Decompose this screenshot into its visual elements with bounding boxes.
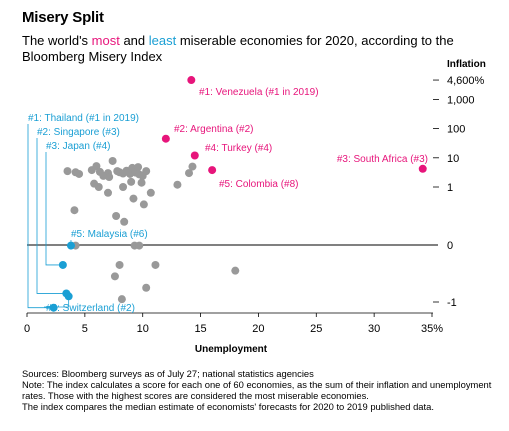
most-miserable-point xyxy=(208,166,217,175)
comparison-note: The index compares the median estimate o… xyxy=(22,401,434,412)
data-point xyxy=(63,167,72,176)
footnotes: Sources: Bloomberg surveys as of July 27… xyxy=(22,368,502,412)
y-tick-label: 1,000 xyxy=(447,94,475,106)
subtitle-least: least xyxy=(148,33,177,48)
x-axis-label: Unemployment xyxy=(195,344,268,355)
data-point xyxy=(120,217,129,226)
least-miserable-label: #1: Thailand (#1 in 2019) xyxy=(28,113,139,124)
x-tick-label: 35% xyxy=(421,323,443,335)
y-tick-label: 100 xyxy=(447,124,465,136)
most-miserable-point xyxy=(161,134,170,143)
data-point xyxy=(70,206,79,215)
y-tick-label: -1 xyxy=(447,297,457,309)
least-miserable-label: #5: Malaysia (#6) xyxy=(71,229,148,240)
most-miserable-label: #3: South Africa (#3) xyxy=(337,154,428,165)
data-point xyxy=(139,200,148,209)
x-tick-label: 10 xyxy=(137,323,149,335)
x-tick-label: 30 xyxy=(368,323,380,335)
data-point xyxy=(92,162,101,171)
most-miserable-label: #1: Venezuela (#1 in 2019) xyxy=(199,87,319,98)
leader-line xyxy=(36,138,67,294)
most-miserable-label: #5: Colombia (#8) xyxy=(219,179,298,190)
least-miserable-label: #4: Switzerland (#2) xyxy=(46,303,135,314)
least-miserable-point xyxy=(49,303,58,312)
y-axis-label: Inflation xyxy=(447,59,486,70)
data-point xyxy=(127,177,136,186)
data-point xyxy=(134,163,143,172)
data-point xyxy=(135,241,144,250)
y-tick-label: 4,600% xyxy=(447,75,485,87)
data-point xyxy=(105,173,114,182)
data-point xyxy=(146,188,155,197)
subtitle-part: and xyxy=(119,33,149,48)
data-point xyxy=(110,272,119,281)
least-miserable-point xyxy=(66,241,75,250)
leader-line xyxy=(27,124,54,309)
data-point xyxy=(185,169,193,178)
subtitle-most: most xyxy=(91,33,120,48)
most-miserable-point xyxy=(418,164,427,173)
x-tick-label: 0 xyxy=(24,323,30,335)
data-point xyxy=(75,169,84,178)
sources-note: Sources: Bloomberg surveys as of July 27… xyxy=(22,368,314,379)
leader-line xyxy=(45,152,63,266)
most-miserable-label: #2: Argentina (#2) xyxy=(174,124,254,135)
data-point xyxy=(129,194,138,203)
y-tick-label: 1 xyxy=(447,182,453,194)
data-point xyxy=(108,156,117,165)
method-note: Note: The index calculates a score for e… xyxy=(22,379,492,401)
data-point xyxy=(119,183,128,191)
most-miserable-point xyxy=(187,76,196,85)
data-point xyxy=(117,295,126,304)
data-point xyxy=(142,283,151,292)
least-miserable-label: #2: Singapore (#3) xyxy=(37,127,120,138)
data-point xyxy=(90,179,99,188)
x-tick-label: 15 xyxy=(194,323,206,335)
data-point xyxy=(137,178,146,187)
x-tick-label: 5 xyxy=(82,323,88,335)
data-point xyxy=(188,162,197,171)
most-miserable-label: #4: Turkey (#4) xyxy=(205,143,272,154)
data-point xyxy=(173,180,182,189)
data-point xyxy=(231,266,240,275)
chart-subtitle: The world's most and least miserable eco… xyxy=(22,33,482,65)
x-tick-label: 25 xyxy=(310,323,322,335)
most-miserable-point xyxy=(190,151,199,160)
data-point xyxy=(112,212,121,220)
data-point xyxy=(115,260,124,269)
chart-title: Misery Split xyxy=(22,9,104,26)
subtitle-part: The world's xyxy=(22,33,92,48)
y-tick-label: 10 xyxy=(447,153,459,165)
data-point xyxy=(142,167,151,176)
data-point xyxy=(151,260,160,269)
x-tick-label: 20 xyxy=(252,323,264,335)
least-miserable-label: #3: Japan (#4) xyxy=(46,141,111,152)
least-miserable-point xyxy=(58,260,67,269)
subtitle-part: miserable economies for 2020, according … xyxy=(22,33,454,64)
least-miserable-point xyxy=(64,292,73,301)
y-tick-label: 0 xyxy=(447,240,453,252)
data-point xyxy=(104,188,112,197)
